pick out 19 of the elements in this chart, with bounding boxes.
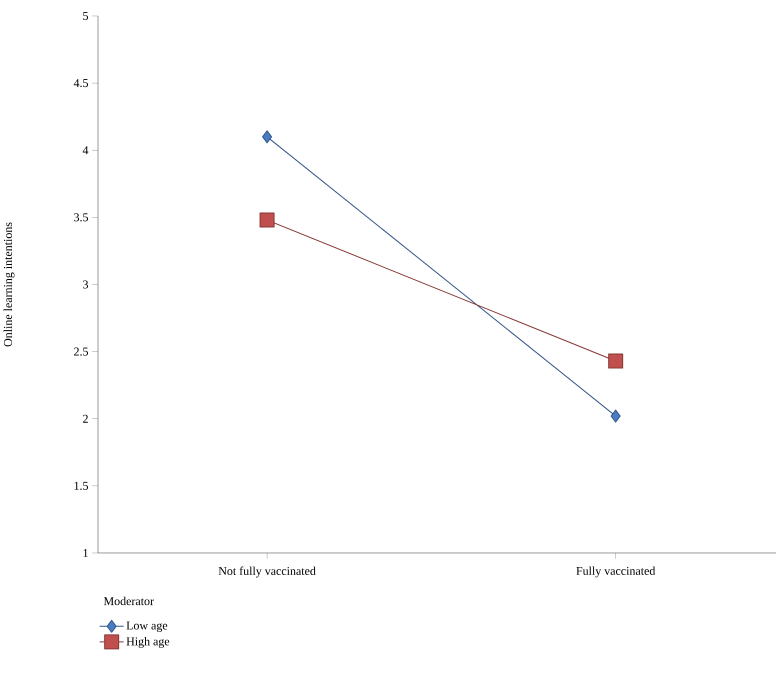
x-tick-label: Not fully vaccinated [218,566,316,578]
x-tick-label: Fully vaccinated [576,566,656,578]
legend-label: Low age [126,622,168,632]
y-tick-label: 3.5 [74,213,88,222]
y-tick-label: 1.5 [74,482,88,490]
point [260,212,275,228]
y-tick-label: 5 [83,12,88,20]
y-axis-title: Online learning intentions [4,222,14,346]
y-tick-label: 3 [83,280,88,288]
y-tick-label: 1 [84,549,88,557]
point [610,410,621,423]
y-tick-label: 4.5 [74,79,88,88]
point [262,130,272,144]
y-tick-label: 2 [83,414,88,423]
legend-label: High age [126,637,170,648]
point [608,354,624,369]
y-tick-label: 2.5 [74,348,88,356]
legend-title: Moderator [104,596,154,606]
y-tick-label: 4 [82,146,88,154]
